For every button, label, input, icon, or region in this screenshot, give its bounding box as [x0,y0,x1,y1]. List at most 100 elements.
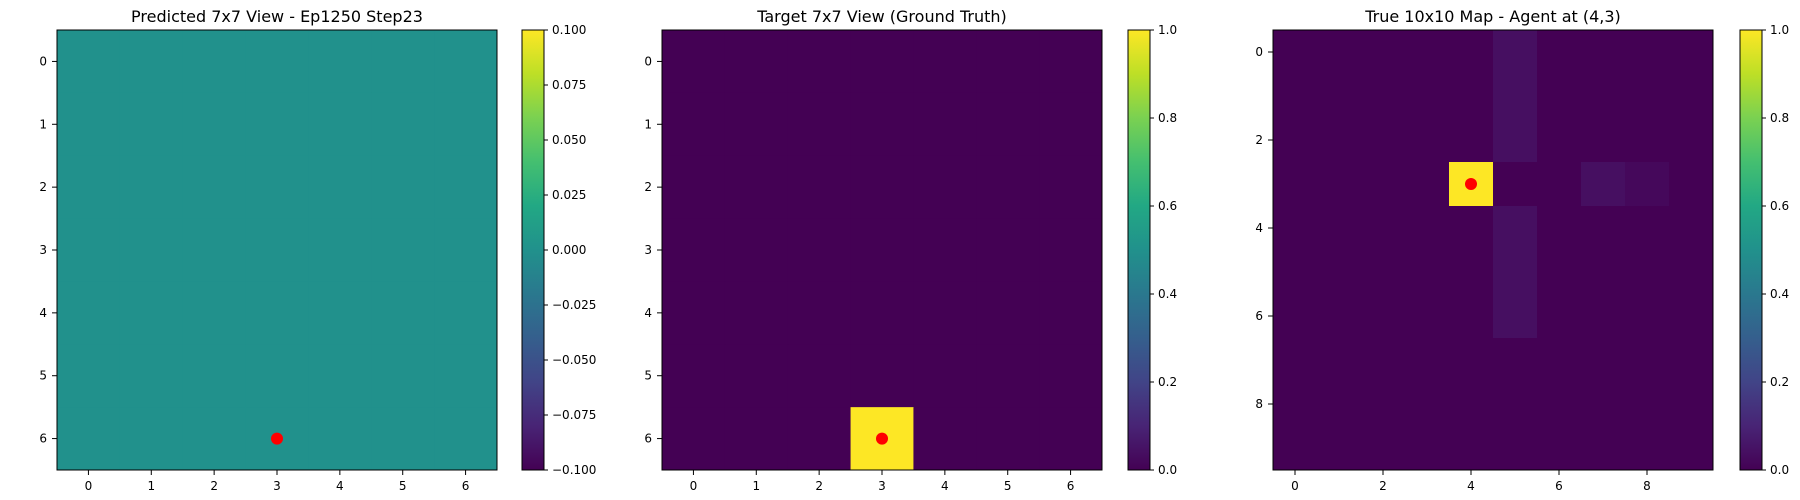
heatmap-cell [371,92,435,157]
heatmap-cell [1625,294,1670,339]
x-tick-label: 2 [815,479,823,493]
heatmap-cell [1361,118,1406,163]
heatmap-cell [1449,206,1494,251]
x-tick-label: 2 [210,479,218,493]
heatmap-cell [1581,74,1626,119]
heatmap-cell [850,344,914,408]
heatmap-cells [662,30,1103,471]
heatmap-cell [1669,382,1714,427]
heatmap-cell [1669,294,1714,339]
heatmap-cell [434,407,498,471]
x-tick-label: 0 [690,479,698,493]
heatmap-cell [1273,74,1318,119]
y-tick-label: 2 [1255,133,1263,147]
heatmap-cell [308,30,372,94]
heatmap-cell [1669,74,1714,119]
heatmap-cell [1669,338,1714,383]
y-tick-label: 6 [39,432,47,446]
heatmap-cell [913,407,977,471]
heatmap-cell [308,218,372,282]
x-tick-label: 3 [878,479,886,493]
x-axis: 0 1 2 3 4 5 6 [85,470,469,493]
heatmap-cell [1537,426,1582,471]
heatmap-cell [1493,426,1538,471]
heatmap-cell [1581,382,1626,427]
heatmap-cell [57,344,121,408]
y-tick-label: 3 [39,243,47,257]
heatmap-cell [57,218,121,282]
heatmap-cell [662,218,726,282]
heatmap-cell [1361,382,1406,427]
plot-frame [1272,29,1714,471]
heatmap-cell [1449,250,1494,295]
heatmap-cell [1405,74,1450,119]
heatmap-cell [1625,426,1670,471]
heatmap-cell [1405,206,1450,251]
panel-true-map: True 10x10 Map - Agent at (4,3) 0 2 4 6 8 0 2… [1255,7,1789,493]
heatmap-cell [724,155,789,220]
heatmap-cell [724,92,789,157]
heatmap-cell [1317,162,1362,207]
chart-title: True 10x10 Map - Agent at (4,3) [1364,7,1621,26]
heatmap-cell [1317,30,1362,75]
heatmap-cell [245,344,309,408]
x-tick-label: 6 [1555,479,1563,493]
colorbar-tick-label: −0.100 [552,463,596,477]
heatmap-cell [1405,294,1450,339]
x-axis: 0 1 2 3 4 5 6 [690,470,1074,493]
heatmap-cell [119,30,184,94]
x-tick-label: 4 [941,479,949,493]
y-tick-label: 0 [1255,45,1263,59]
heatmap-cell [1493,382,1538,427]
heatmap-cell [1581,294,1626,339]
colorbar-tick-label: 0.8 [1770,111,1789,125]
y-tick-label: 5 [644,369,652,383]
colorbar-tick-label: 0.2 [1158,375,1177,389]
y-tick-label: 3 [644,243,652,257]
heatmap-cell [976,218,1040,282]
heatmap-cell [787,155,852,220]
heatmap-cell [1493,250,1538,295]
heatmap-cell [1273,382,1318,427]
heatmap-cell [787,218,852,282]
heatmap-cell [1317,206,1362,251]
y-tick-label: 4 [1255,221,1263,235]
colorbar [521,29,545,471]
heatmap-cells [57,30,498,471]
heatmap-cell [1537,250,1582,295]
x-tick-label: 5 [1004,479,1012,493]
heatmap-cell [1039,344,1103,408]
heatmap-cell [913,218,977,282]
heatmap-cell [308,155,372,220]
heatmap-cell [119,344,184,408]
heatmap-cell [1361,250,1406,295]
heatmap-cell [850,92,914,157]
heatmap-cell [1273,206,1318,251]
heatmap-cell [434,92,498,157]
heatmap-cell [1581,338,1626,383]
heatmap-cell [662,92,726,157]
heatmap-cell [1405,162,1450,207]
heatmap-cell [1039,155,1103,220]
heatmap-cell [1361,426,1406,471]
colorbar-ticks: 0.0 0.2 0.4 0.6 0.8 1.0 [1762,23,1789,477]
heatmap-cell [1625,338,1670,383]
heatmap-cell [57,407,121,471]
heatmap-cell [1273,250,1318,295]
heatmap-cell [1039,92,1103,157]
heatmap-cell [371,155,435,220]
heatmap-cell [913,281,977,345]
y-tick-label: 4 [644,306,652,320]
heatmap-cell [1537,162,1582,207]
heatmap-cell [976,92,1040,157]
heatmap-cell [662,281,726,345]
heatmap-cell [1581,162,1626,207]
heatmap-cell [1537,30,1582,75]
heatmap-cell [308,92,372,157]
heatmap-cell [1537,338,1582,383]
heatmap-cell [1493,74,1538,119]
heatmap-cell [119,92,184,157]
y-tick-label: 6 [1255,309,1263,323]
heatmap-cell [1317,118,1362,163]
heatmap-cell [1581,426,1626,471]
